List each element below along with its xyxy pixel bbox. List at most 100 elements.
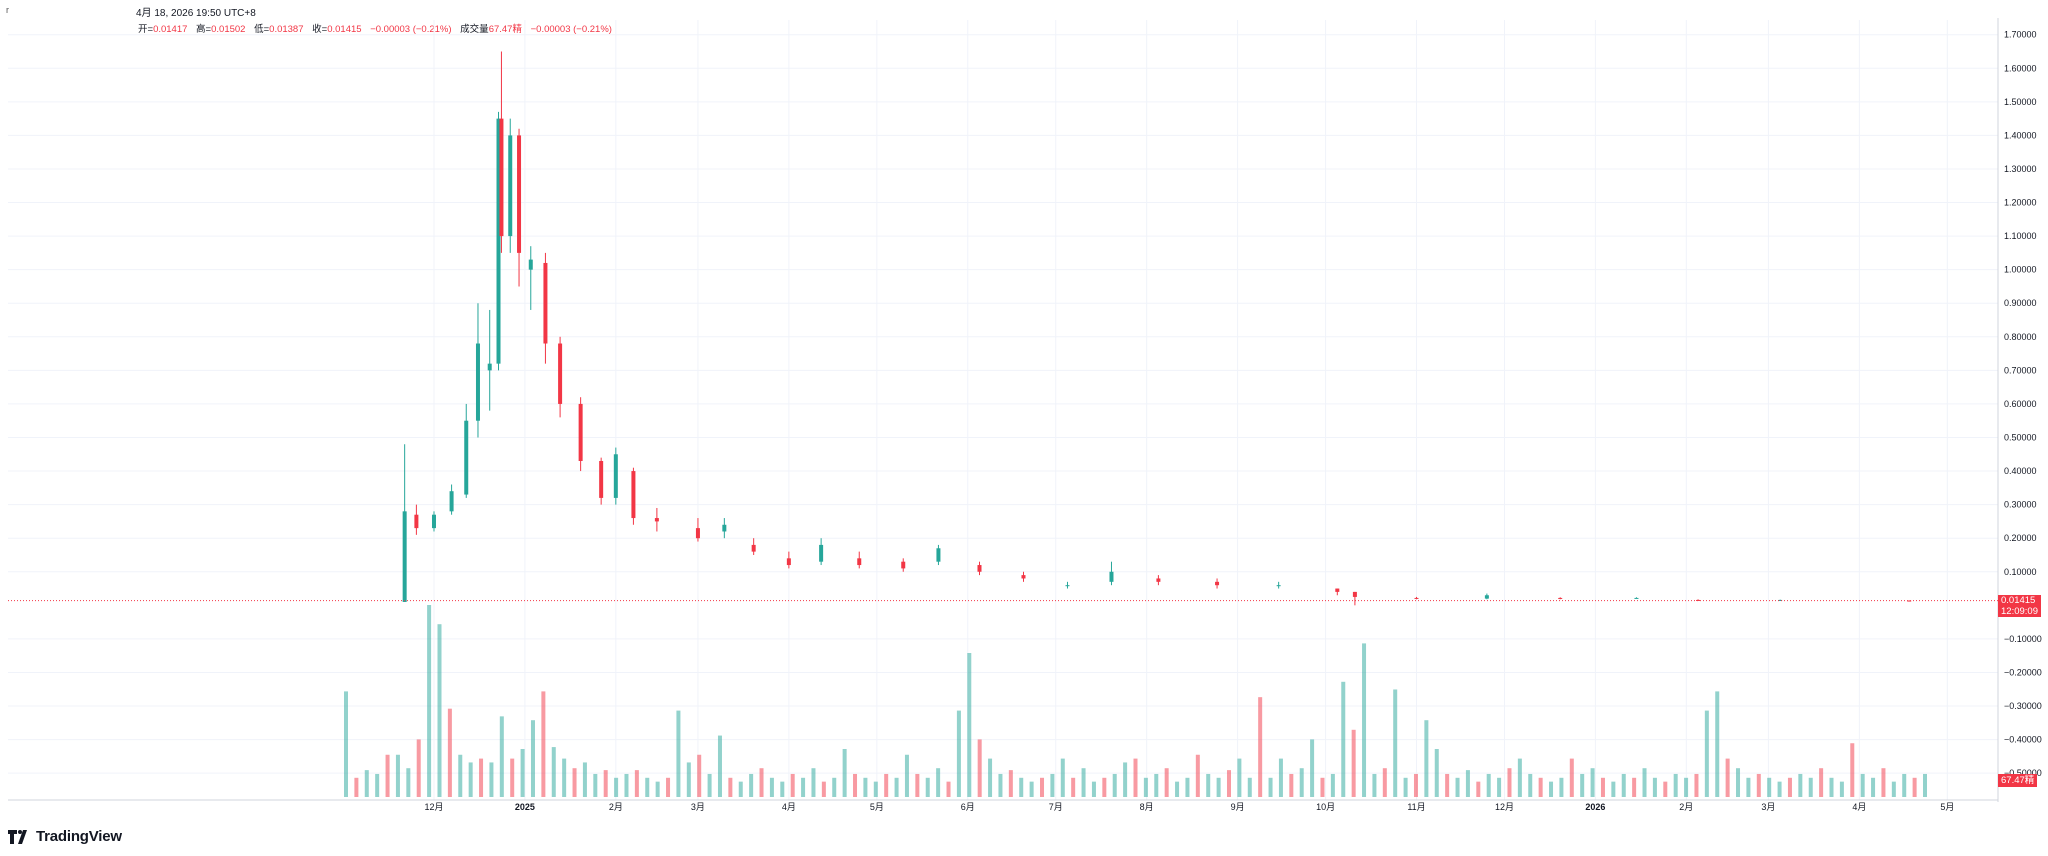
volume-bar bbox=[842, 749, 847, 797]
volume-bar bbox=[447, 708, 452, 797]
candle-body bbox=[1907, 600, 1912, 602]
volume-bar bbox=[1226, 770, 1231, 797]
volume-bar bbox=[655, 781, 660, 797]
volume-bar bbox=[1694, 773, 1699, 797]
x-tick-label: 10月 bbox=[1316, 802, 1335, 812]
y-tick-label: 1.60000 bbox=[2004, 63, 2037, 73]
candle-body bbox=[1065, 585, 1070, 587]
volume-bar bbox=[1871, 777, 1876, 797]
volume-bar bbox=[1362, 643, 1367, 797]
volume-bar bbox=[1154, 773, 1159, 797]
volume-bar bbox=[728, 777, 733, 797]
y-tick-label: −0.10000 bbox=[2004, 634, 2042, 644]
volume-bar bbox=[489, 762, 494, 797]
volume-bar bbox=[1549, 781, 1554, 797]
volume-bar bbox=[1684, 777, 1689, 797]
candle-body bbox=[722, 524, 727, 532]
candle-body bbox=[977, 565, 982, 572]
volume-bar bbox=[1860, 773, 1865, 797]
candle-body bbox=[496, 118, 501, 364]
open-value: 0.01417 bbox=[153, 24, 188, 35]
low-label: 低= bbox=[254, 24, 270, 35]
candle-body bbox=[1156, 578, 1161, 582]
volume-bar bbox=[873, 781, 878, 797]
volume-bar bbox=[1247, 777, 1252, 797]
y-tick-label: −0.30000 bbox=[2004, 701, 2042, 711]
volume-bar bbox=[1185, 777, 1190, 797]
volume-bar bbox=[769, 777, 774, 797]
x-tick-label: 3月 bbox=[1761, 802, 1775, 812]
volume-bar bbox=[375, 773, 380, 797]
volume-bar bbox=[1008, 770, 1013, 797]
volume-bar bbox=[925, 777, 930, 797]
volume-bar bbox=[1787, 777, 1792, 797]
logo-text: TradingView bbox=[36, 828, 122, 845]
volume-bar bbox=[884, 773, 889, 797]
countdown-value: 12:09:09 bbox=[2001, 605, 2038, 617]
volume-bar bbox=[1216, 777, 1221, 797]
volume-bar bbox=[811, 768, 816, 797]
volume-bar bbox=[1289, 773, 1294, 797]
y-tick-label: 0.10000 bbox=[2004, 567, 2037, 577]
volume-bar bbox=[541, 691, 546, 797]
candle-body bbox=[1414, 597, 1419, 599]
volume-bar bbox=[551, 747, 556, 797]
candle-body bbox=[1335, 588, 1340, 592]
volume-bar bbox=[1071, 777, 1076, 797]
x-tick-label: 4月 bbox=[782, 802, 796, 812]
volume-label: 成交量 bbox=[460, 24, 489, 35]
volume-bar bbox=[572, 768, 577, 797]
volume-bar bbox=[956, 710, 961, 797]
candle-body bbox=[901, 561, 906, 569]
volume-bar bbox=[853, 773, 858, 797]
ticker-symbol[interactable]: r bbox=[6, 5, 9, 15]
volume-bar bbox=[1736, 768, 1741, 797]
volume-bar bbox=[364, 770, 369, 797]
candle-body bbox=[1352, 591, 1357, 597]
volume-bar bbox=[395, 754, 400, 797]
x-axis[interactable]: 12月 2025 2月 3月 4月 5月 6月 7月 8月 9月 10月 11月 12月 2026 2月 3月… bbox=[424, 802, 1954, 812]
volume-bar bbox=[894, 777, 899, 797]
tradingview-logo[interactable]: TradingView bbox=[8, 828, 122, 845]
volume-bar bbox=[1102, 777, 1107, 797]
volume-bar bbox=[562, 758, 567, 797]
volume-bar bbox=[427, 605, 432, 797]
candle-body bbox=[1558, 597, 1563, 599]
y-tick-label: 0.40000 bbox=[2004, 466, 2037, 476]
volume-bar bbox=[1652, 777, 1657, 797]
y-tick-label: 0.60000 bbox=[2004, 399, 2037, 409]
volume-bar bbox=[1891, 781, 1896, 797]
candle-body bbox=[499, 118, 504, 237]
candle-body bbox=[402, 511, 407, 602]
volume-bar bbox=[1206, 773, 1211, 797]
x-tick-label: 9月 bbox=[1231, 802, 1245, 812]
candle-body bbox=[543, 262, 548, 344]
volume-bar bbox=[1725, 758, 1730, 797]
volume-bar bbox=[1258, 697, 1263, 797]
volume-bar bbox=[354, 777, 359, 797]
candle-body bbox=[1696, 599, 1701, 601]
volume-bar bbox=[1237, 758, 1242, 797]
volume-bar bbox=[1091, 781, 1096, 797]
candle-body bbox=[1634, 597, 1639, 599]
volume-bar bbox=[510, 758, 515, 797]
volume-bar bbox=[749, 773, 754, 797]
volume-bar bbox=[1923, 773, 1927, 797]
candle-body bbox=[1778, 599, 1783, 601]
volume-bar bbox=[998, 773, 1003, 797]
volume-bar bbox=[1320, 777, 1325, 797]
candle-body bbox=[475, 343, 480, 421]
candle-body bbox=[431, 514, 436, 529]
candle-body bbox=[936, 548, 941, 562]
x-tick-label: 2月 bbox=[609, 802, 623, 812]
open-label: 开= bbox=[138, 24, 154, 35]
footer: TradingView bbox=[0, 820, 2048, 856]
candle-body bbox=[599, 460, 604, 498]
volume-bar bbox=[1029, 781, 1034, 797]
price-chart[interactable]: 1.70000 1.60000 1.50000 1.40000 1.30000 1.200… bbox=[0, 0, 2048, 820]
high-label: 高= bbox=[196, 24, 212, 35]
volume-bar bbox=[666, 777, 671, 797]
y-axis[interactable]: 1.70000 1.60000 1.50000 1.40000 1.30000 1.200… bbox=[2004, 30, 2042, 778]
volume-bar bbox=[863, 777, 868, 797]
volume-bar bbox=[738, 781, 743, 797]
